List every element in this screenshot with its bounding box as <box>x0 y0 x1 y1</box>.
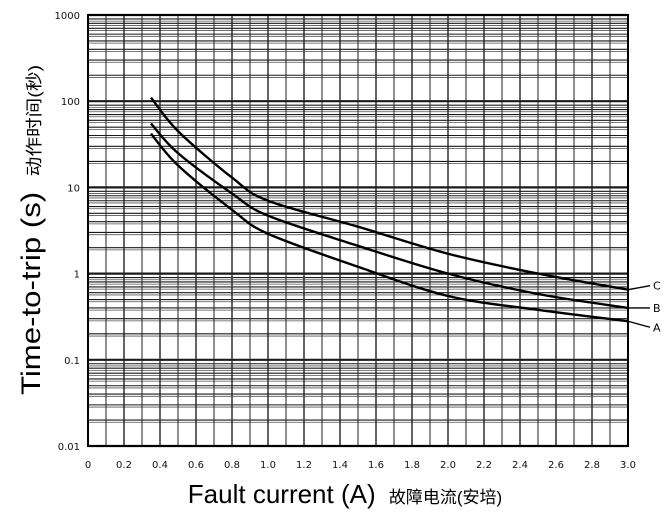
y-tick-label: 1 <box>74 270 80 281</box>
x-tick-label: 2.6 <box>548 460 564 471</box>
x-axis-title-en: Fault current (A) <box>188 479 376 509</box>
series-line-C <box>150 96 629 291</box>
x-tick-label: 2.4 <box>512 460 528 471</box>
x-tick-label: 1.0 <box>260 460 276 471</box>
series-leader-C <box>627 285 651 291</box>
y-tick-label: 0.01 <box>58 442 80 453</box>
x-tick-label: 2.0 <box>440 460 456 471</box>
x-tick-label: 1.6 <box>368 460 384 471</box>
series-group <box>150 96 629 323</box>
y-tick-label: 1000 <box>55 11 80 22</box>
x-tick-label: 1.8 <box>404 460 420 471</box>
series-label-C: C <box>653 280 661 293</box>
x-tick-label: 0.6 <box>188 460 204 471</box>
grid <box>87 13 629 448</box>
y-tick-label: 0.1 <box>64 356 80 367</box>
x-tick-label: 2.2 <box>476 460 492 471</box>
x-tick-label: 3.0 <box>620 460 636 471</box>
series-labels: CBA <box>627 280 661 334</box>
x-tick-label: 1.4 <box>332 460 348 471</box>
y-tick-label: 10 <box>67 183 80 194</box>
series-line-A <box>150 132 629 323</box>
x-tick-label: 0.4 <box>152 460 168 471</box>
series-label-A: A <box>653 321 661 334</box>
y-axis-title-cn: 动作时间(秒) <box>25 65 44 176</box>
y-tick-label: 100 <box>61 97 80 108</box>
x-tick-label: 1.2 <box>296 460 312 471</box>
plot-frame <box>87 14 629 447</box>
x-tick-label: 0 <box>85 460 91 471</box>
series-label-B: B <box>653 302 661 315</box>
y-axis-title: Time-to-trip (s) 动作时间(秒) <box>16 65 46 395</box>
y-tick-labels: 0.01 0.1 1 10 100 1000 <box>55 11 80 453</box>
x-tick-labels: 0 0.2 0.4 0.6 0.8 1.0 1.2 1.4 1.6 1.8 2.0 2.2 2.4 2.6… <box>85 460 636 471</box>
series-line-B <box>150 122 629 310</box>
x-tick-label: 0.2 <box>116 460 132 471</box>
x-axis-title-cn: 故障电流(安培) <box>389 488 502 507</box>
x-axis-title: Fault current (A) 故障电流(安培) <box>188 479 502 509</box>
series-leader-A <box>627 320 651 328</box>
x-tick-label: 0.8 <box>224 460 240 471</box>
y-axis-title-en: Time-to-trip (s) <box>16 192 46 395</box>
x-tick-label: 2.8 <box>584 460 600 471</box>
